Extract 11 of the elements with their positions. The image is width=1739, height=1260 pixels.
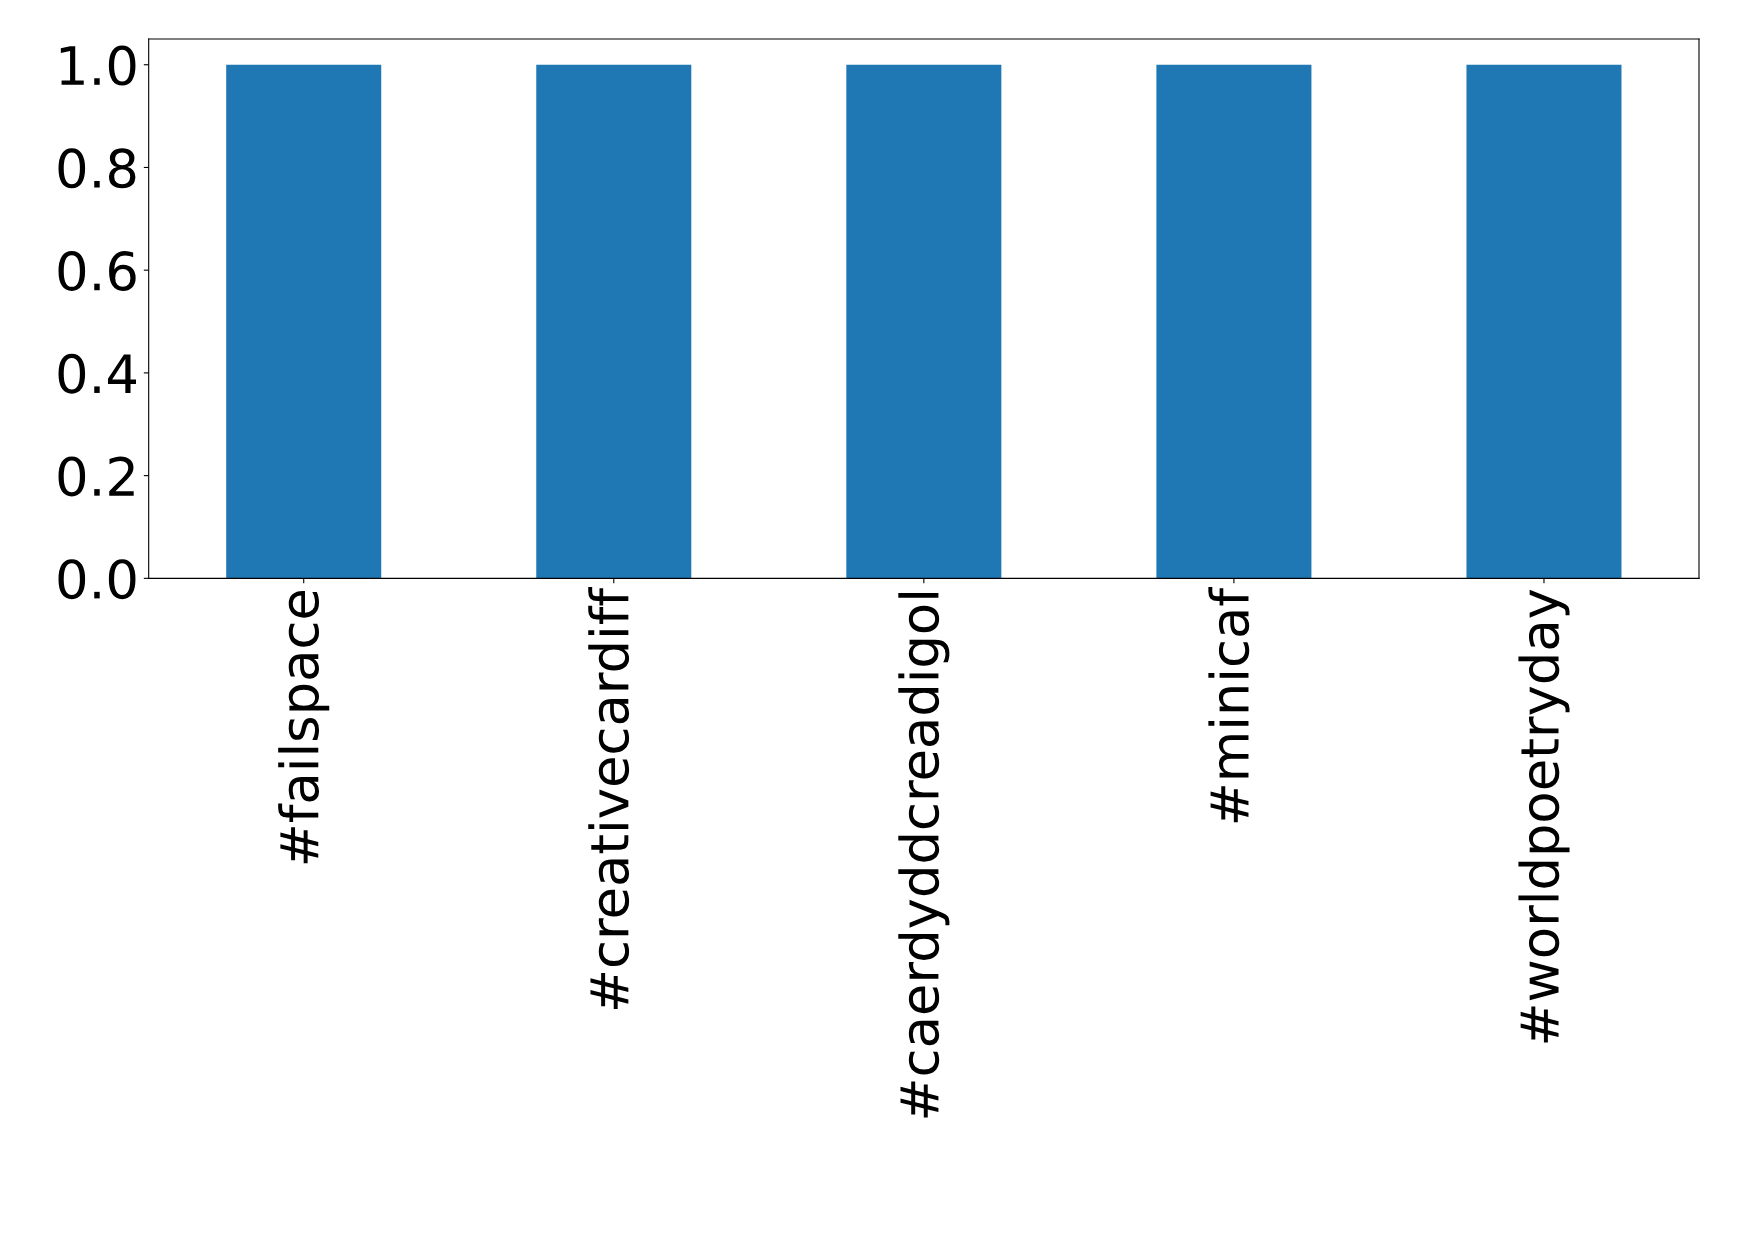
x-tick-label: #caerdyddcreadigol — [898, 593, 950, 1118]
y-tick-label: 0.4 — [58, 353, 136, 394]
y-tick-label: 0.8 — [58, 148, 136, 189]
y-tick-label: 0.6 — [58, 251, 136, 291]
x-tick-label: #worldpoetryday — [1518, 589, 1570, 1043]
y-tick-label: 0.2 — [58, 456, 134, 497]
y-tick-label: 1.0 — [60, 45, 136, 86]
x-tick-label: #creativecardiff — [588, 587, 630, 1010]
x-tick-label: #failspace — [278, 590, 330, 864]
x-tick-label: #minicaf — [1208, 587, 1250, 823]
y-tick-label: 0.0 — [58, 559, 136, 600]
